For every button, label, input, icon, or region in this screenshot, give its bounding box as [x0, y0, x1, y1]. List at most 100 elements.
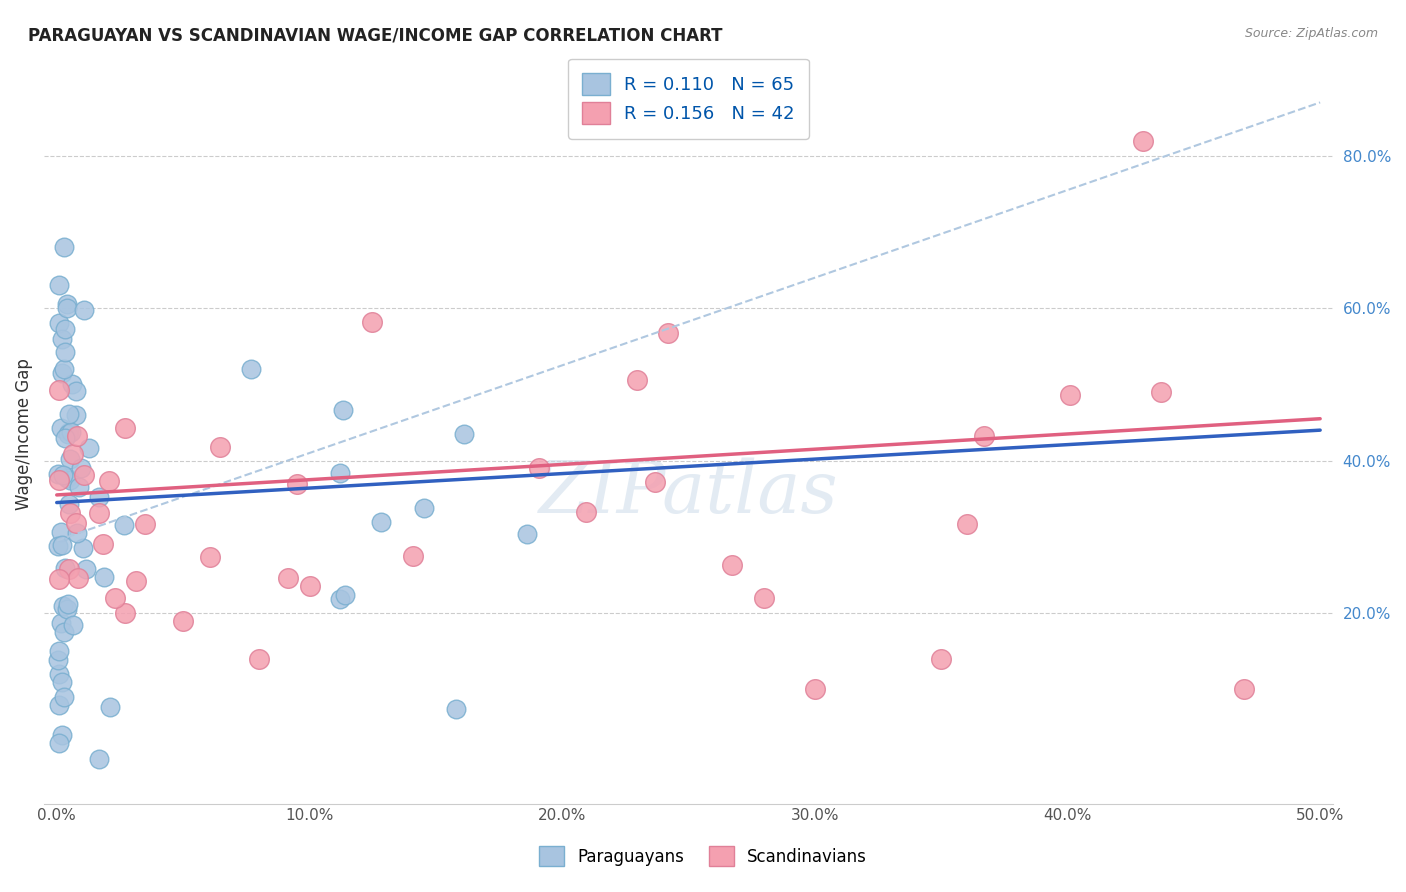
Point: [93, 537, 115, 551]
Point: [51, 674, 73, 689]
Point: [209, 440, 232, 454]
Point: [62, 447, 84, 461]
Point: [51, 366, 73, 380]
Point: [49, 524, 72, 539]
Point: [97, 474, 120, 488]
Point: [1150, 385, 1173, 400]
Point: [72, 541, 94, 555]
Point: [956, 517, 979, 532]
Point: [59, 506, 82, 520]
Point: [53, 560, 76, 574]
Point: [53, 690, 76, 704]
Point: [49, 616, 72, 631]
Point: [56, 471, 79, 485]
Point: [56, 427, 79, 442]
Text: ZIPatlas: ZIPatlas: [538, 458, 838, 528]
Point: [48, 572, 70, 586]
Point: [333, 588, 356, 602]
Point: [53, 625, 76, 640]
Point: [53, 345, 76, 359]
Point: [277, 571, 299, 585]
Point: [59, 425, 82, 439]
Point: [51, 728, 73, 742]
Point: [48, 736, 70, 750]
Point: [46, 539, 69, 553]
Point: [51, 332, 73, 346]
Point: [56, 602, 79, 616]
Point: [370, 516, 392, 530]
Point: [66, 429, 89, 443]
Point: [53, 432, 76, 446]
Point: [69, 479, 91, 493]
Point: [929, 652, 952, 666]
Point: [412, 501, 434, 516]
Point: [51, 538, 73, 552]
Point: [104, 591, 127, 605]
Point: [58, 562, 80, 576]
Point: [58, 407, 80, 421]
Point: [62, 618, 84, 632]
Point: [125, 574, 148, 588]
Point: [1233, 682, 1256, 697]
Point: [285, 477, 308, 491]
Point: [240, 362, 263, 376]
Point: [77, 441, 100, 455]
Point: [59, 452, 82, 467]
Point: [112, 518, 135, 533]
Point: [516, 527, 538, 541]
Point: [114, 606, 136, 620]
Point: [200, 550, 222, 565]
Point: [46, 467, 69, 481]
Point: [66, 571, 89, 585]
Point: [52, 599, 75, 614]
Point: [56, 297, 79, 311]
Point: [1059, 388, 1081, 402]
Point: [48, 278, 70, 293]
Text: Source: ZipAtlas.com: Source: ZipAtlas.com: [1244, 27, 1378, 40]
Point: [46, 653, 69, 667]
Point: [48, 667, 70, 681]
Point: [58, 497, 80, 511]
Point: [65, 516, 87, 530]
Point: [48, 317, 70, 331]
Point: [59, 473, 82, 487]
Point: [53, 240, 76, 254]
Point: [329, 592, 352, 607]
Point: [754, 591, 776, 605]
Point: [89, 752, 111, 766]
Legend: R = 0.110   N = 65, R = 0.156   N = 42: R = 0.110 N = 65, R = 0.156 N = 42: [568, 59, 808, 139]
Point: [299, 579, 322, 593]
Point: [73, 468, 96, 483]
Point: [657, 326, 679, 340]
Point: [48, 473, 70, 487]
Point: [644, 475, 666, 490]
Point: [48, 644, 70, 658]
Point: [134, 517, 156, 532]
Point: [60, 376, 83, 391]
Point: [53, 322, 76, 336]
Point: [98, 699, 121, 714]
Point: [56, 301, 79, 316]
Point: [721, 558, 744, 573]
Point: [72, 303, 94, 318]
Point: [89, 506, 111, 520]
Point: [53, 362, 76, 376]
Point: [51, 420, 73, 434]
Point: [453, 427, 475, 442]
Point: [52, 467, 75, 482]
Point: [58, 425, 80, 439]
Point: [75, 562, 97, 576]
Point: [65, 384, 87, 398]
Point: [172, 614, 194, 628]
Point: [444, 702, 467, 716]
Point: [66, 526, 89, 541]
Y-axis label: Wage/Income Gap: Wage/Income Gap: [15, 358, 32, 510]
Point: [402, 549, 425, 564]
Point: [804, 682, 827, 697]
Point: [56, 597, 79, 611]
Point: [626, 373, 648, 387]
Point: [48, 698, 70, 712]
Text: PARAGUAYAN VS SCANDINAVIAN WAGE/INCOME GAP CORRELATION CHART: PARAGUAYAN VS SCANDINAVIAN WAGE/INCOME G…: [28, 27, 723, 45]
Point: [89, 490, 111, 504]
Point: [361, 315, 384, 329]
